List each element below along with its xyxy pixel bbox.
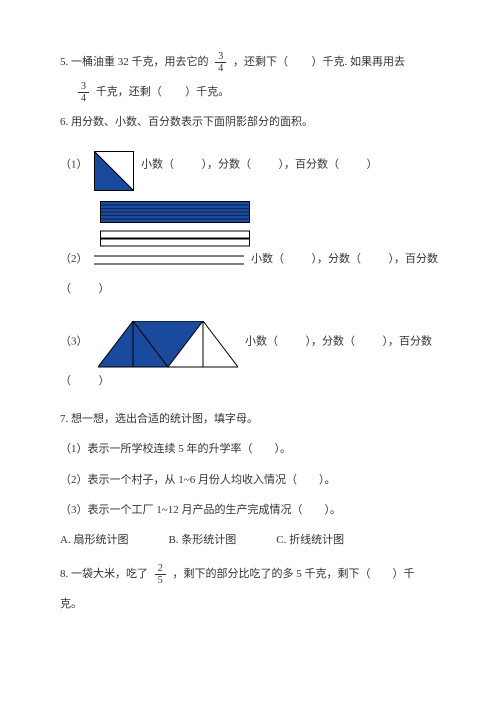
q6-p1-dec: 小数（	[141, 158, 174, 170]
q5-frac1: 3 4	[215, 51, 226, 74]
q6-p3-dec: 小数（	[245, 335, 278, 347]
q6-p2-close: ）	[99, 283, 110, 295]
q5-l2-text: 千克，还剩（	[96, 86, 162, 98]
q5-l2-end: ）千克。	[185, 86, 229, 98]
q7-s1: （1）表示一所学校连续 5 年的升学率（ ）。	[60, 437, 440, 461]
q5: 5. 一桶油重 32 千克，用去它的 3 4 ，还剩下（ ）千克. 如果再用去	[60, 50, 440, 74]
q7-optB: B. 条形统计图	[168, 528, 236, 552]
q6-p2-open: （	[60, 283, 71, 295]
q6-p3-line2: （ ）	[60, 369, 440, 393]
q6-p2-label: （2）	[60, 253, 88, 265]
q6-p2-line2: （ ）	[60, 277, 440, 301]
q5-line2: 3 4 千克，还剩（ ）千克。	[60, 80, 440, 104]
q7-stem: 7. 想一想，选出合适的统计图，填字母。	[60, 407, 440, 431]
q6-p2: （2） 小数（ ），分数（ ），百分数	[60, 247, 440, 271]
q6-p1-frac2: ），百分数（	[279, 158, 340, 170]
q8-line2: 克。	[60, 592, 440, 616]
q8: 8. 一袋大米，吃了 2 5 ，剩下的部分比吃了的多 5 千克，剩下（ ）千	[60, 562, 440, 586]
q5-text-1: 5. 一桶油重 32 千克，用去它的	[60, 56, 209, 68]
q6-p1-dec2: ），分数（	[202, 158, 252, 170]
q8-pre: 8. 一袋大米，吃了	[60, 568, 148, 580]
q6-p2-dec2: ），分数（	[312, 253, 362, 265]
q6-p2-fig	[60, 201, 440, 247]
fig3-triangles	[98, 321, 238, 369]
q7-optC: C. 折线统计图	[276, 528, 344, 552]
q7-s3: （3）表示一个工厂 1~12 月产品的生产完成情况（ ）。	[60, 498, 440, 522]
q6-p3-frac2: ），百分数	[383, 335, 433, 347]
fig1-square	[94, 151, 134, 191]
q6-p1: （1） 小数（ ），分数（ ），百分数（ ）	[60, 151, 440, 179]
q6-p3-label: （3）	[60, 335, 88, 347]
q5-text-2: ，还剩下（	[233, 56, 288, 68]
q7-options: A. 扇形统计图 B. 条形统计图 C. 折线统计图	[60, 528, 440, 552]
q7-optA: A. 扇形统计图	[60, 528, 128, 552]
q5-frac2: 3 4	[78, 81, 89, 104]
q6-stem: 6. 用分数、小数、百分数表示下面阴影部分的面积。	[60, 110, 440, 134]
q5-text-3: ）千克. 如果再用去	[312, 56, 406, 68]
fig2-empty-lines	[94, 255, 244, 265]
q6-p3-close: ）	[99, 375, 110, 387]
q6-p3-dec2: ），分数（	[306, 335, 356, 347]
q6-p3: （3） 小数（ ），分数（ ），百分数	[60, 321, 440, 363]
q8-mid: ，剩下的部分比吃了的多 5 千克，剩下（ ）千	[173, 568, 415, 580]
q6-p1-pct2: ）	[367, 158, 378, 170]
q6-p2-frac2: ），百分数	[389, 253, 439, 265]
q6-p1-label: （1）	[60, 158, 88, 170]
q8-frac: 2 5	[155, 563, 166, 586]
q6-p2-dec: 小数（	[251, 253, 284, 265]
q7-s2: （2）表示一个村子，从 1~6 月份人均收入情况（ ）。	[60, 468, 440, 492]
fig2-bars	[100, 201, 250, 247]
q6-p3-open: （	[60, 375, 71, 387]
